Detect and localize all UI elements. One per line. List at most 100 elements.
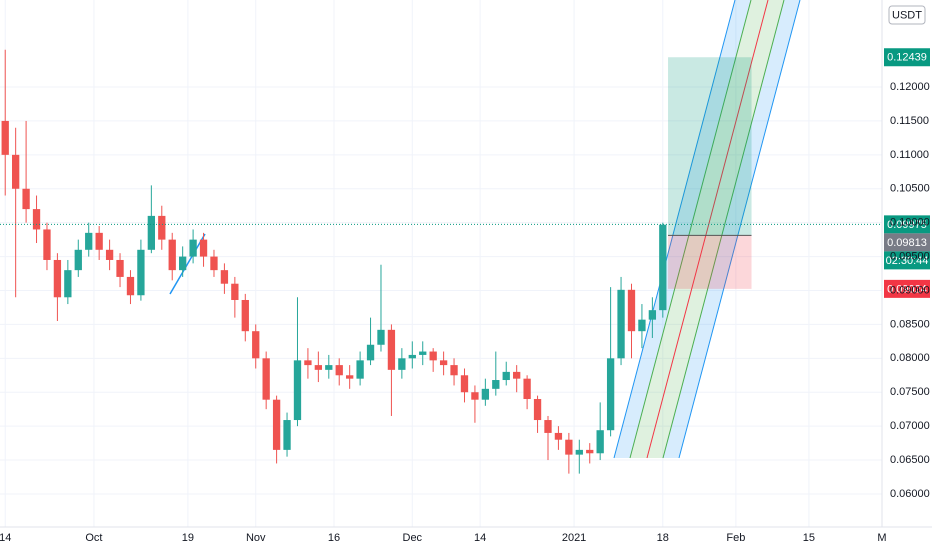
currency-badge[interactable] bbox=[888, 5, 926, 25]
candle-body bbox=[105, 249, 114, 260]
x-tick-label: 19 bbox=[182, 532, 194, 544]
candle-body bbox=[283, 420, 291, 450]
channel-line bbox=[629, 0, 752, 459]
candle-body bbox=[554, 432, 563, 440]
candle-body bbox=[346, 375, 354, 379]
price-tag-label: 0.09975 bbox=[887, 219, 927, 231]
candle-body bbox=[356, 360, 364, 379]
candle-body bbox=[22, 188, 30, 210]
candle-body bbox=[335, 365, 343, 376]
candle-body bbox=[659, 224, 667, 311]
candle-body bbox=[74, 249, 82, 271]
candle-body bbox=[460, 375, 469, 393]
candle-body bbox=[262, 358, 270, 400]
candle-body bbox=[575, 449, 583, 455]
candle-body bbox=[617, 289, 625, 359]
channel-line bbox=[613, 0, 736, 459]
candle-body bbox=[419, 351, 427, 355]
axes: 0.06000 0.06500 0.07000 0.07500 0.08000 0.085… bbox=[0, 81, 930, 544]
y-tick-label: 0.07500 bbox=[890, 386, 930, 398]
candle-body bbox=[533, 399, 542, 421]
candle-body bbox=[377, 329, 385, 345]
candle-body bbox=[64, 270, 72, 298]
x-tick-label: 18 bbox=[657, 532, 669, 544]
candle-body bbox=[408, 354, 416, 359]
price-tag-label: 0.12439 bbox=[887, 52, 927, 64]
y-tick-label: 0.08500 bbox=[890, 318, 930, 330]
candle-body bbox=[272, 399, 281, 450]
y-tick-label: 0.09500 bbox=[890, 250, 930, 262]
candle-body bbox=[304, 360, 312, 366]
overlay: 0.12439 0.09975 0.09813 02:30:44 0.09024 bbox=[0, 48, 930, 298]
candle-body bbox=[231, 283, 239, 300]
candle-body bbox=[158, 215, 166, 240]
candle-body bbox=[43, 229, 51, 260]
trend-line bbox=[169, 233, 206, 295]
y-tick-label: 0.11500 bbox=[890, 115, 929, 127]
y-tick-label: 0.09000 bbox=[890, 284, 930, 296]
candle-body bbox=[95, 232, 103, 250]
price-tag bbox=[884, 279, 930, 298]
y-tick-label: 0.12000 bbox=[890, 81, 930, 93]
candle-body bbox=[450, 365, 458, 376]
price-tag-label: 0.09813 bbox=[887, 237, 927, 249]
x-tick-label: Dec bbox=[403, 532, 423, 544]
x-tick-label: 16 bbox=[328, 532, 340, 544]
candle-body bbox=[502, 371, 510, 381]
candle-body bbox=[220, 270, 229, 284]
candle-body bbox=[1, 120, 9, 155]
candle-body bbox=[366, 344, 375, 361]
candle-body bbox=[648, 310, 657, 320]
candle-body bbox=[544, 420, 552, 433]
candle-body bbox=[481, 388, 490, 400]
candle-body bbox=[126, 276, 135, 296]
channel-band bbox=[647, 0, 784, 458]
candle-body bbox=[252, 331, 260, 359]
candle-body bbox=[147, 215, 156, 250]
x-tick-label: Nov bbox=[246, 532, 266, 544]
channel-band bbox=[663, 0, 800, 458]
x-tick-label: Feb bbox=[726, 532, 745, 544]
price-tag bbox=[884, 215, 930, 234]
candle-body bbox=[439, 360, 448, 366]
candle-body bbox=[241, 299, 249, 332]
x-tick-label: M bbox=[877, 532, 886, 544]
candle-body bbox=[398, 358, 406, 370]
candle-body bbox=[12, 154, 20, 189]
stop-zone bbox=[668, 235, 752, 289]
candle-body bbox=[471, 392, 479, 400]
y-tick-label: 0.10500 bbox=[890, 183, 930, 195]
channel-line bbox=[678, 0, 801, 459]
candle-body bbox=[314, 365, 323, 370]
candle-body bbox=[492, 380, 500, 389]
y-tick-label: 0.07000 bbox=[890, 420, 930, 432]
price-tag-label: 0.09024 bbox=[887, 283, 927, 295]
candle-body bbox=[325, 365, 333, 370]
channel-band bbox=[630, 0, 768, 458]
x-tick-label: 2021 bbox=[562, 532, 586, 544]
channel-line bbox=[662, 0, 785, 459]
candle-body bbox=[606, 358, 615, 431]
channel-band bbox=[614, 0, 751, 458]
channel-line bbox=[646, 0, 769, 459]
x-tick-label: 14 bbox=[0, 532, 11, 544]
price-tag bbox=[884, 48, 930, 67]
y-tick-label: 0.06500 bbox=[890, 454, 930, 466]
candle-body bbox=[638, 319, 646, 332]
candle-body bbox=[586, 449, 594, 454]
candle-body bbox=[523, 378, 531, 400]
candle-body bbox=[513, 371, 521, 379]
drawings bbox=[169, 0, 801, 459]
price-tag bbox=[884, 233, 930, 252]
candles bbox=[1, 49, 667, 474]
y-tick-label: 0.10000 bbox=[890, 217, 930, 229]
price-tag-label: 02:30:44 bbox=[886, 255, 929, 267]
candle-body bbox=[199, 239, 208, 257]
candle-body bbox=[627, 289, 636, 332]
candle-body bbox=[32, 209, 41, 230]
candle-body bbox=[293, 360, 302, 421]
target-zone bbox=[668, 57, 752, 236]
y-tick-label: 0.08000 bbox=[890, 352, 930, 364]
candle-body bbox=[85, 232, 93, 250]
